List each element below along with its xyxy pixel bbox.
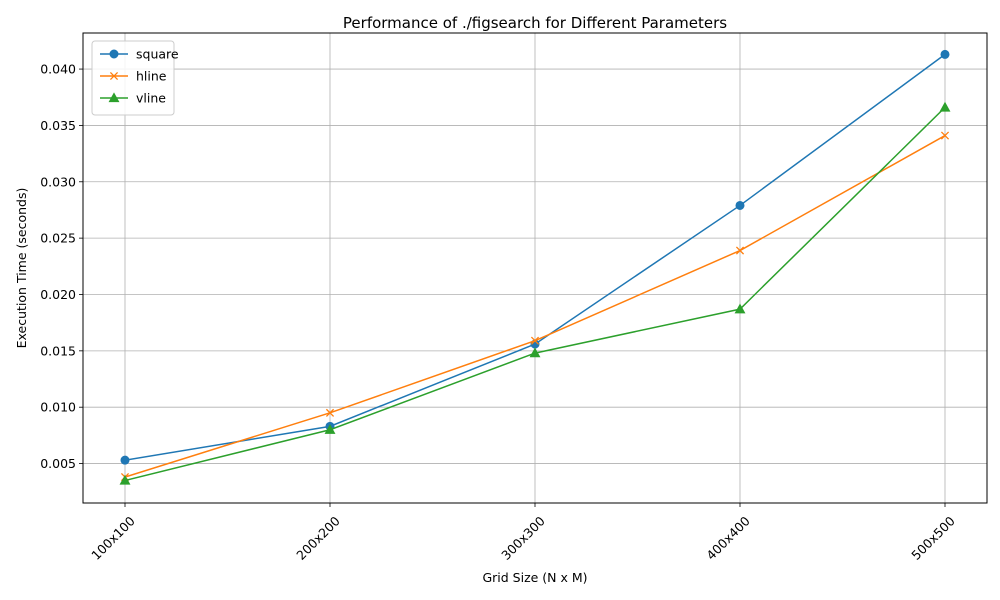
legend-label: hline [136,69,167,84]
data-point [735,246,745,255]
grid [83,33,987,503]
legend-marker [109,49,119,59]
chart-title: Performance of ./figsearch for Different… [343,14,727,32]
y-tick-label: 0.040 [40,62,76,77]
data-point [940,49,950,59]
y-tick-label: 0.010 [40,400,76,415]
data-point [529,347,541,358]
legend-item-square: square [100,47,179,62]
y-tick-label: 0.025 [40,231,76,246]
data-point [735,200,745,210]
data-point [325,408,335,417]
y-tick-label: 0.020 [40,287,76,302]
legend-marker [109,71,119,81]
series-layer [119,49,951,485]
x-axis-label: Grid Size (N x M) [482,570,587,585]
y-tick-label: 0.015 [40,343,76,358]
data-point [530,336,540,345]
legend-label: square [136,47,179,62]
data-point [734,303,746,314]
legend-marker [108,92,120,103]
legend-item-vline: vline [100,91,166,106]
y-tick-label: 0.005 [40,456,76,471]
y-tick-label: 0.030 [40,174,76,189]
data-point [939,101,951,112]
series-vline [119,101,951,485]
data-point [940,131,950,140]
legend: square hline vline [91,40,179,116]
y-tick-label: 0.035 [40,118,76,133]
legend-label: vline [136,91,166,106]
data-point [324,424,336,434]
data-point [119,474,131,485]
legend-item-hline: hline [100,69,167,84]
data-point [120,455,130,465]
y-axis-label: Execution Time (seconds) [14,188,29,349]
